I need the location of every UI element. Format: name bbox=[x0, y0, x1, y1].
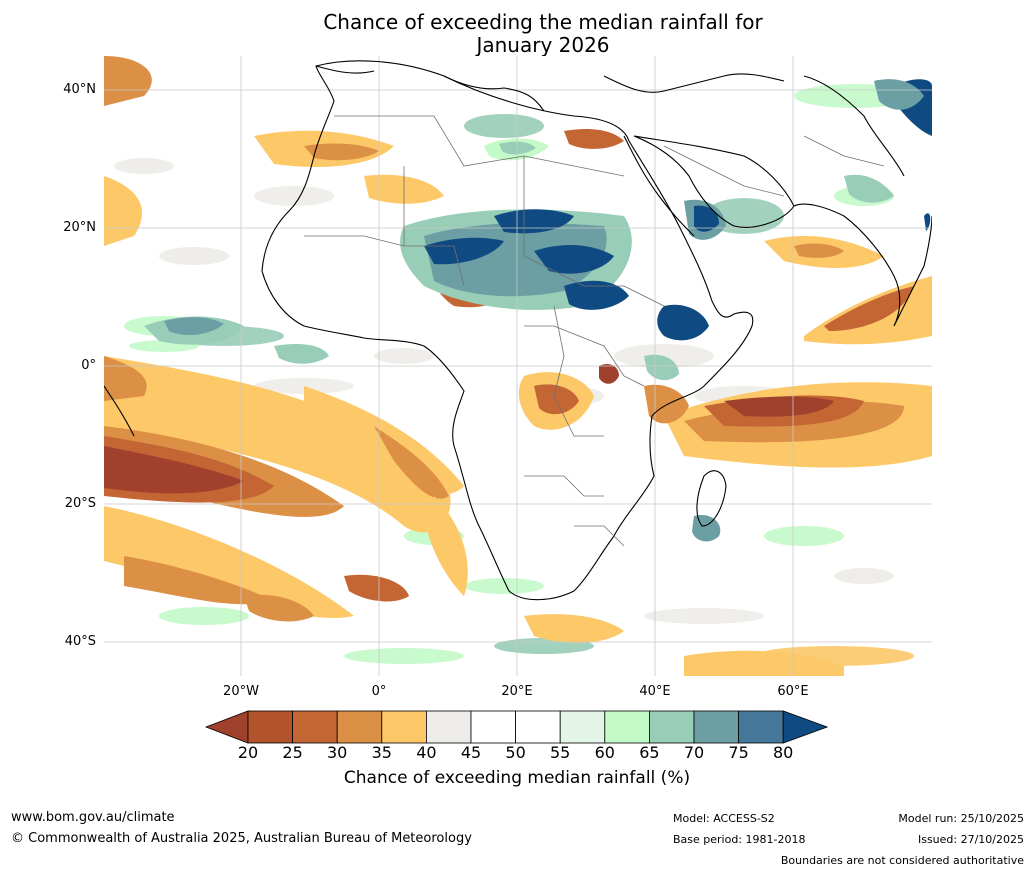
colorbar-segment bbox=[336, 710, 383, 744]
colorbar-segment bbox=[604, 710, 650, 744]
copyright-text: © Commonwealth of Australia 2025, Austra… bbox=[11, 831, 472, 846]
colorbar-extend-low bbox=[204, 710, 249, 744]
coastlines bbox=[104, 60, 932, 601]
colorbar-tick-label: 70 bbox=[683, 743, 705, 762]
colorbar-segment bbox=[559, 710, 606, 744]
boundaries-disclaimer: Boundaries are not considered authoritat… bbox=[780, 854, 1024, 867]
colorbar-segment bbox=[693, 710, 739, 744]
issued-date: Issued: 27/10/2025 bbox=[917, 833, 1024, 846]
lon-label-40e: 40°E bbox=[639, 684, 671, 699]
rainfall-map bbox=[104, 56, 932, 676]
colorbar-segment bbox=[247, 710, 293, 744]
colorbar-tick-label: 30 bbox=[327, 743, 348, 762]
colorbar-tick-label: 35 bbox=[371, 743, 392, 762]
colorbar-tick-label: 25 bbox=[282, 743, 303, 762]
lon-label-20e: 20°E bbox=[501, 684, 533, 699]
graticule bbox=[104, 56, 932, 676]
colorbar-tick-label: 40 bbox=[416, 743, 437, 762]
colorbar-label: Chance of exceeding median rainfall (%) bbox=[343, 768, 691, 788]
lon-label-0: 0° bbox=[371, 684, 387, 699]
lon-label-60e: 60°E bbox=[777, 684, 809, 699]
lat-label-40n: 40°N bbox=[63, 82, 96, 97]
colorbar bbox=[204, 710, 829, 744]
website-link[interactable]: www.bom.gov.au/climate bbox=[11, 810, 175, 825]
colorbar-extend-high bbox=[782, 710, 829, 744]
chart-title-line2: January 2026 bbox=[476, 33, 610, 57]
colorbar-tick-label: 45 bbox=[460, 743, 482, 762]
chart-title-line1: Chance of exceeding the median rainfall … bbox=[323, 10, 763, 34]
lat-label-20s: 20°S bbox=[64, 496, 96, 511]
base-period: Base period: 1981-2018 bbox=[673, 833, 806, 846]
colorbar-tick-label: 55 bbox=[550, 743, 571, 762]
lon-label-20w: 20°W bbox=[223, 684, 259, 699]
model-run-date: Model run: 25/10/2025 bbox=[898, 812, 1024, 825]
rainfall-map-svg bbox=[104, 56, 932, 676]
country-boundaries bbox=[304, 115, 885, 547]
model-name: Model: ACCESS-S2 bbox=[673, 812, 775, 825]
colorbar-segment bbox=[738, 710, 784, 744]
colorbar-segment bbox=[648, 710, 695, 744]
colorbar-tick-label: 65 bbox=[639, 743, 660, 762]
lat-label-40s: 40°S bbox=[64, 634, 96, 649]
colorbar-segment bbox=[381, 710, 427, 744]
colorbar-tick-label: 60 bbox=[594, 743, 615, 762]
colorbar-segment bbox=[470, 710, 516, 744]
colorbar-tick-label: 80 bbox=[773, 743, 794, 762]
colorbar-tick-label: 50 bbox=[505, 743, 526, 762]
colorbar-segment bbox=[425, 710, 472, 744]
colorbar-segment bbox=[292, 710, 338, 744]
colorbar-tick-label: 75 bbox=[728, 743, 749, 762]
lat-label-20n: 20°N bbox=[63, 220, 96, 235]
colorbar-segment bbox=[515, 710, 561, 744]
wet-anomaly-areas bbox=[144, 79, 932, 542]
lat-label-0: 0° bbox=[81, 358, 96, 373]
colorbar-tick-label: 20 bbox=[237, 743, 259, 762]
